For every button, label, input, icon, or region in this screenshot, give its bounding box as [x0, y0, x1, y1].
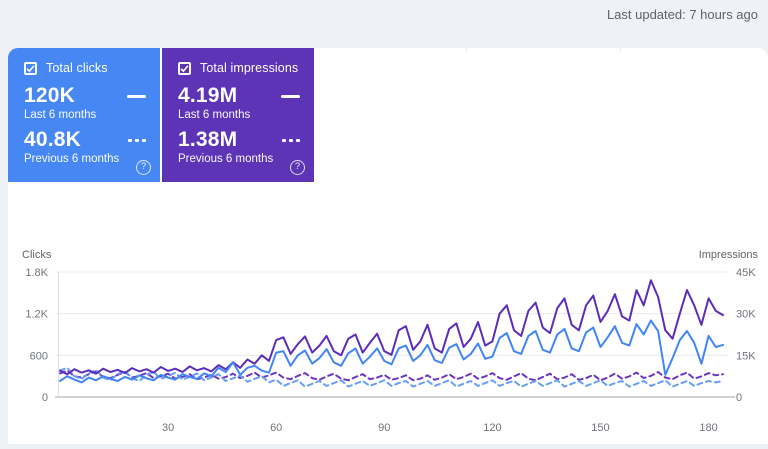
help-icon[interactable]: ?: [290, 160, 305, 175]
svg-text:1.2K: 1.2K: [25, 309, 48, 321]
clicks-current-value: 120K: [24, 84, 76, 107]
clicks-previous-period: Previous 6 months: [24, 153, 120, 165]
total-clicks-label: Total clicks: [46, 61, 108, 75]
svg-text:180: 180: [699, 422, 717, 434]
svg-text:120: 120: [483, 422, 501, 434]
svg-text:0: 0: [736, 392, 742, 404]
svg-text:45K: 45K: [736, 267, 756, 279]
svg-text:90: 90: [378, 422, 390, 434]
svg-text:Impressions: Impressions: [699, 249, 759, 261]
total-impressions-card[interactable]: Total impressions 4.19M Last 6 months 1.…: [162, 48, 314, 182]
card-separator: [466, 48, 467, 52]
solid-line-legend-icon: [281, 94, 300, 98]
svg-text:0: 0: [42, 392, 48, 404]
solid-line-legend-icon: [127, 94, 146, 98]
dashed-line-legend-icon: [282, 138, 300, 142]
dashed-line-legend-icon: [128, 138, 146, 142]
svg-text:30: 30: [162, 422, 174, 434]
total-impressions-checkbox[interactable]: [178, 61, 191, 75]
clicks-previous-value: 40.8K: [24, 128, 82, 151]
svg-text:1.8K: 1.8K: [25, 267, 48, 279]
svg-text:Clicks: Clicks: [22, 249, 52, 261]
checkmark-icon: [26, 64, 35, 72]
top-bar: Last updated: 7 hours ago: [0, 0, 768, 48]
svg-text:150: 150: [591, 422, 609, 434]
impressions-previous-period: Previous 6 months: [178, 153, 274, 165]
impressions-current-period: Last 6 months: [178, 109, 251, 121]
help-icon[interactable]: ?: [136, 160, 151, 175]
performance-chart[interactable]: 1.8K 45K 1.2K 30K 600 15K 0 0 Clicks Impressions 3…: [0, 245, 768, 444]
clicks-impressions-line-chart[interactable]: 1.8K 45K 1.2K 30K 600 15K 0 0 Clicks Impressions 3…: [0, 245, 768, 444]
checkmark-icon: [180, 64, 189, 72]
svg-text:60: 60: [270, 422, 282, 434]
svg-text:15K: 15K: [736, 350, 756, 362]
total-impressions-label: Total impressions: [200, 61, 299, 75]
impressions-current-value: 4.19M: [178, 84, 238, 107]
svg-text:600: 600: [30, 350, 48, 362]
total-clicks-checkbox[interactable]: [24, 61, 37, 75]
clicks-current-period: Last 6 months: [24, 109, 97, 121]
card-separator: [620, 48, 621, 52]
svg-text:30K: 30K: [736, 309, 756, 321]
last-updated-text: Last updated: 7 hours ago: [606, 7, 758, 22]
impressions-previous-value: 1.38M: [178, 128, 238, 151]
total-clicks-card[interactable]: Total clicks 120K Last 6 months 40.8K Pr…: [8, 48, 160, 182]
